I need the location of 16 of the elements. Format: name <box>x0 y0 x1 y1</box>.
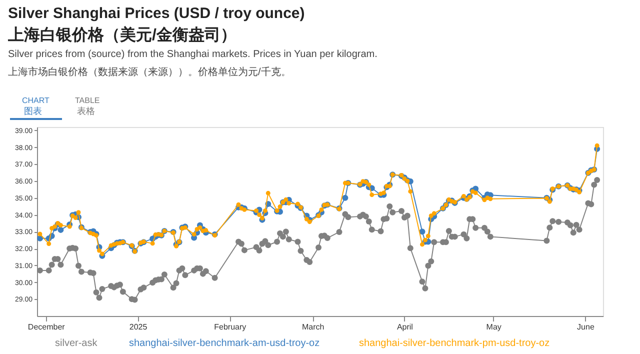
text: TABLE <box>75 96 100 105</box>
x-tick-label: 2025 <box>129 322 148 332</box>
x-tick-label: February <box>214 322 246 332</box>
x-tick-label: May <box>486 322 502 332</box>
x-tick-label: June <box>577 322 595 332</box>
text: CHART <box>22 96 50 105</box>
text: shanghai-silver-benchmark-pm-usd-troy-oz <box>359 338 550 349</box>
chart-subtitle: Silver prices from (source) from the Shanghai markets. Prices in Yuan per kilogram. 上海市场白银价格（数据来源（来源））。价格单位为元/千克。 <box>8 49 378 78</box>
x-tick-label: December <box>28 322 66 332</box>
x-tick-label: April <box>396 322 414 332</box>
text: 表格 <box>77 106 95 116</box>
chart-title: Silver Shanghai Prices (USD / troy ounce) 上海白银价格（美元/金衡盎司） <box>7 5 305 44</box>
text: silver-ask <box>55 338 98 349</box>
x-tick-label: March <box>302 322 324 332</box>
text: 图表 <box>24 106 42 116</box>
text: shanghai-silver-benchmark-am-usd-troy-oz <box>129 338 320 349</box>
